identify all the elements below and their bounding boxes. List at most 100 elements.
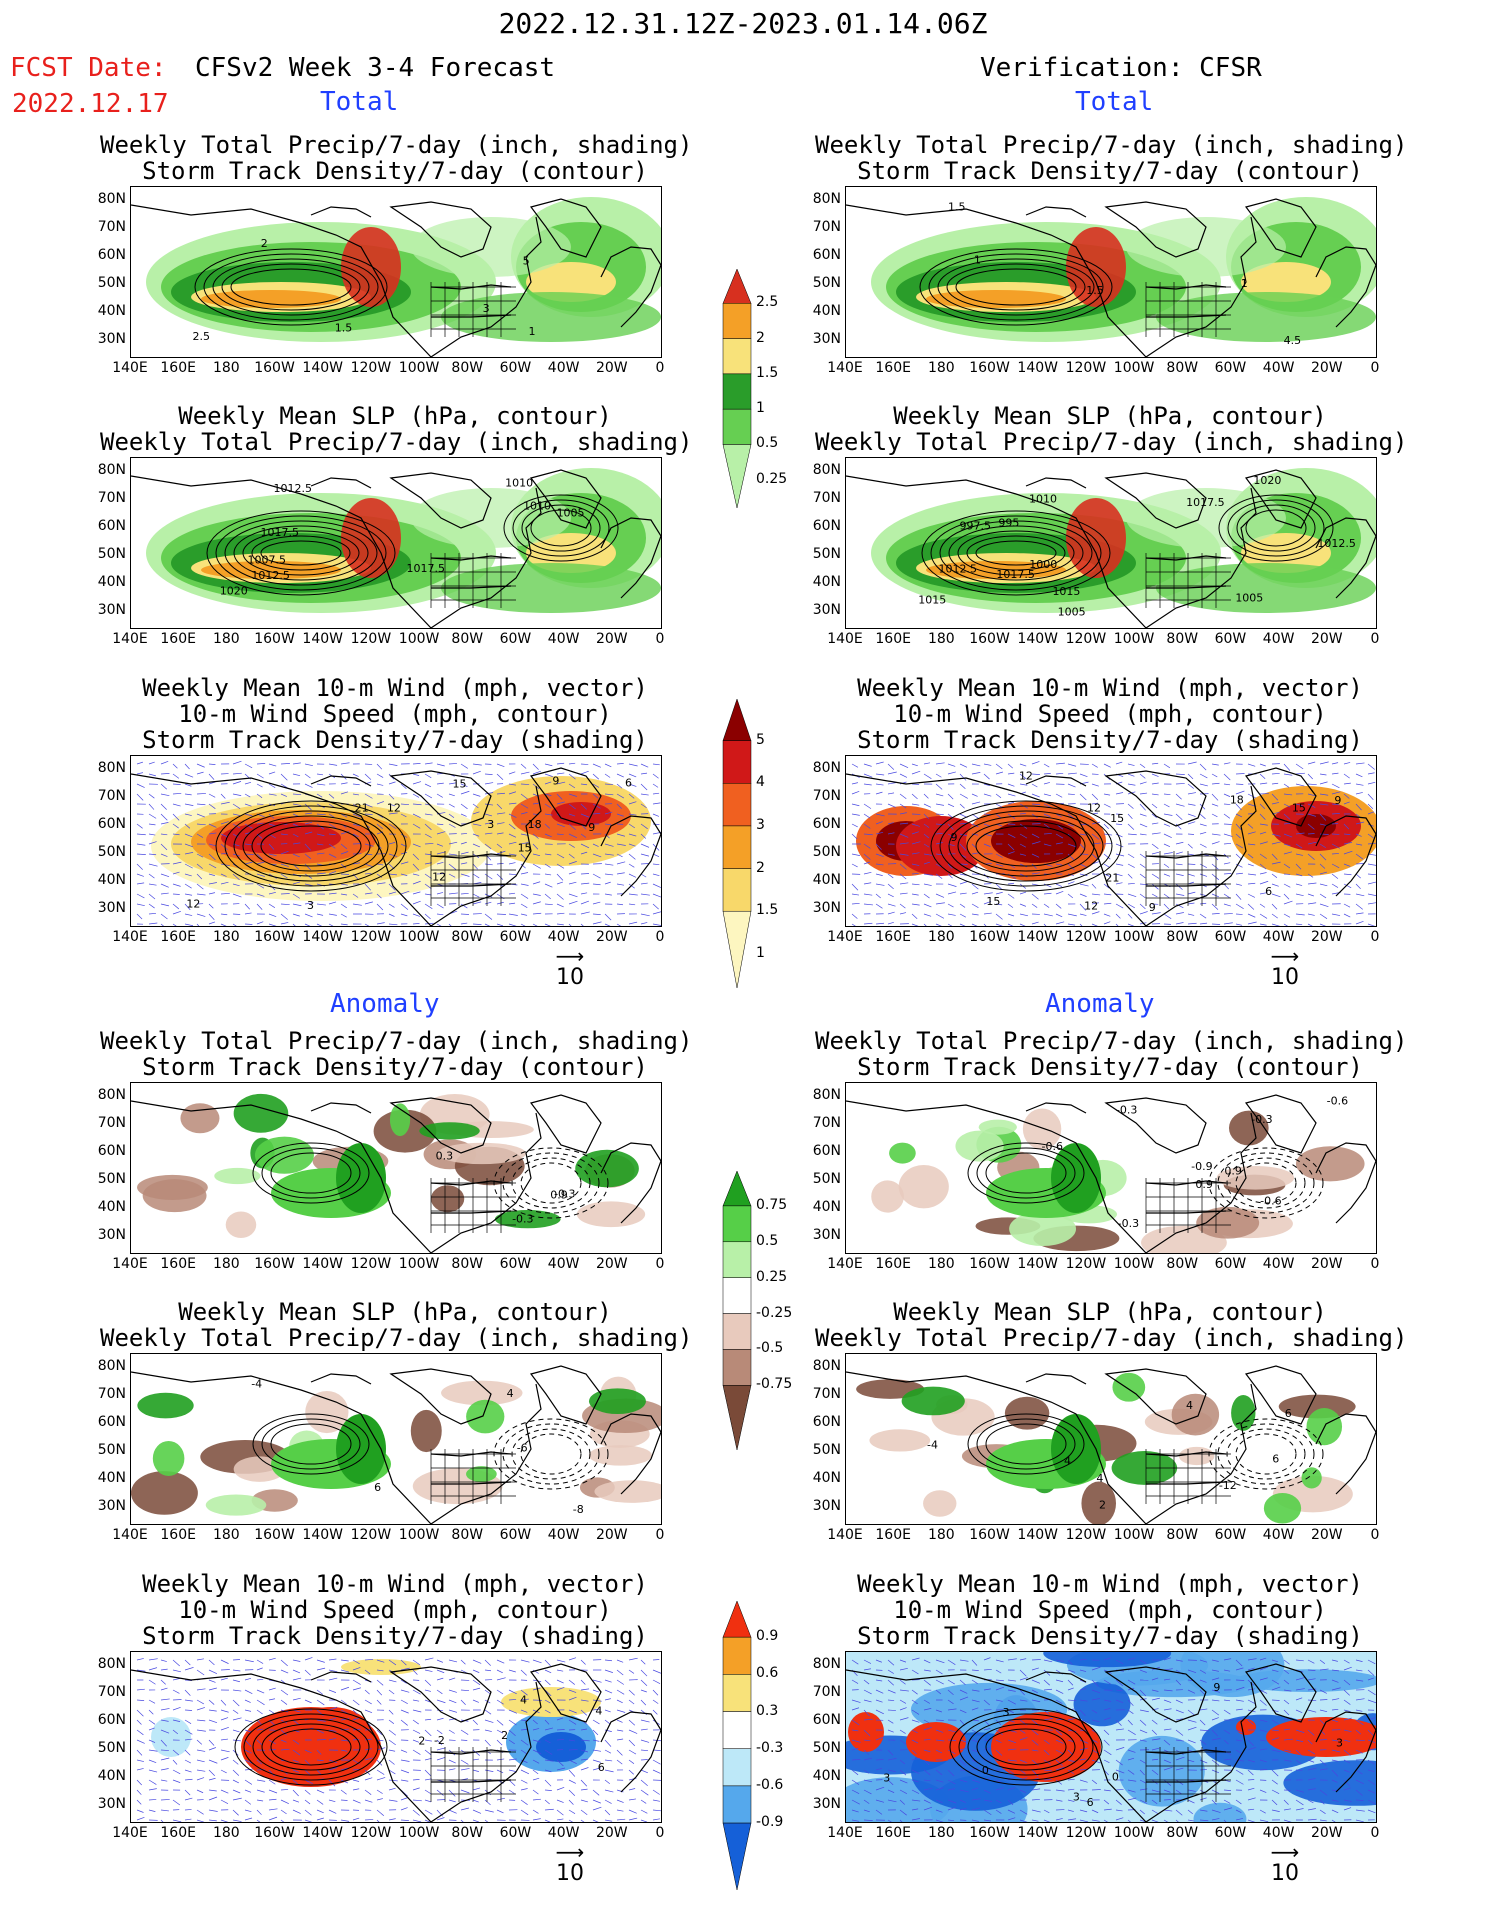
wind-vector	[520, 1709, 528, 1713]
wind-vector	[316, 783, 326, 786]
wind-vector	[136, 1699, 145, 1701]
contour-label: 2	[261, 237, 268, 250]
wind-vector	[899, 1707, 907, 1711]
longitude-tick-label: 100W	[398, 929, 440, 945]
wind-vector	[899, 822, 909, 825]
wind-vector	[1055, 1689, 1064, 1694]
wind-vector	[899, 1729, 906, 1734]
vector-reference-label: 10	[556, 1861, 584, 1886]
wind-vector	[604, 893, 612, 896]
wind-vector	[196, 823, 206, 826]
wind-vector	[424, 1809, 433, 1815]
wind-vector	[1043, 782, 1050, 785]
wind-vector	[640, 823, 648, 830]
longitude-tick-label: 120W	[350, 1527, 392, 1543]
wind-vector	[1055, 1699, 1063, 1704]
wind-vector	[424, 1769, 432, 1777]
coastline	[529, 1365, 602, 1425]
wind-vector	[1019, 773, 1027, 780]
wind-vector	[1367, 881, 1376, 885]
longitude-tick-label: 20W	[595, 1256, 628, 1272]
wind-vector	[1223, 783, 1231, 786]
wind-vector	[1139, 1779, 1147, 1784]
wind-vector	[863, 833, 873, 836]
wind-vector	[160, 892, 169, 895]
wind-vector	[172, 783, 181, 785]
wind-vector	[971, 1699, 980, 1703]
longitude-tick-label: 180	[212, 929, 240, 945]
wind-vector	[424, 903, 433, 909]
colorbar-label: 0.5	[756, 1232, 779, 1249]
anomaly-shade	[575, 1149, 639, 1188]
wind-vector	[1331, 1739, 1339, 1742]
wind-vector	[1307, 1739, 1313, 1745]
coastline	[1025, 477, 1087, 489]
wind-vector	[148, 1739, 156, 1743]
wind-vector	[304, 803, 312, 811]
wind-vector	[1091, 763, 1098, 768]
wind-vector	[400, 1819, 409, 1821]
wind-vector	[268, 853, 277, 857]
wind-vector	[160, 1729, 170, 1734]
wind-vector	[1139, 1719, 1147, 1726]
wind-vector	[1247, 1719, 1254, 1725]
wind-vector	[544, 1719, 550, 1725]
wind-vector	[400, 1779, 409, 1782]
contour-line	[270, 1423, 352, 1465]
wind-vector	[911, 841, 921, 845]
contour-label: 0.9	[1224, 1164, 1242, 1177]
wind-vector	[1139, 1689, 1147, 1697]
latitude-tick-label: 60N	[812, 518, 841, 534]
wind-vector	[1295, 1688, 1305, 1691]
wind-vector	[1283, 763, 1291, 771]
longitude-tick-label: 0	[655, 1825, 665, 1841]
wind-vector	[592, 1679, 602, 1683]
wind-vector	[544, 1679, 551, 1686]
wind-vector	[1007, 1689, 1016, 1692]
wind-vector	[1343, 1807, 1352, 1811]
wind-vector	[995, 883, 1003, 891]
wind-vector	[244, 1809, 252, 1813]
wind-vector	[364, 863, 374, 868]
contour-label: 12	[1019, 770, 1033, 783]
wind-vector	[1019, 1809, 1028, 1815]
wind-vector	[875, 831, 884, 835]
wind-vector	[1091, 1819, 1100, 1822]
wind-vector	[1367, 1799, 1376, 1805]
wind-vector	[448, 793, 455, 797]
anomaly-shade	[955, 1130, 1004, 1162]
wind-vector	[568, 893, 578, 898]
wind-vector	[592, 921, 602, 925]
wind-vector	[256, 893, 265, 897]
wind-vector	[1163, 1699, 1172, 1703]
wind-vector	[388, 1818, 396, 1821]
contour-line	[967, 1142, 1085, 1204]
contour-line	[212, 258, 370, 316]
wind-vector	[640, 1819, 648, 1822]
longitude-tick-label: 180	[212, 1825, 240, 1841]
wind-vector	[184, 843, 193, 848]
wind-vector	[244, 1817, 253, 1821]
wind-vector	[1055, 1818, 1063, 1821]
wind-vector	[1103, 913, 1111, 917]
wind-vector	[1343, 850, 1353, 855]
wind-vector	[340, 762, 350, 765]
wind-vector	[1343, 1749, 1351, 1756]
wind-vector	[863, 783, 872, 786]
wind-vector	[1247, 863, 1254, 867]
wind-vector	[1283, 851, 1293, 855]
wind-vector	[544, 1789, 552, 1792]
wind-vector	[947, 883, 957, 887]
contour-line	[243, 1713, 379, 1781]
wind-vector	[172, 813, 180, 821]
wind-vector	[1019, 1737, 1028, 1741]
longitude-tick-label: 40W	[547, 1825, 580, 1841]
wind-vector	[148, 903, 155, 909]
wind-vector	[935, 1689, 942, 1695]
wind-vector	[1319, 1689, 1327, 1694]
wind-vector	[544, 823, 550, 829]
wind-vector	[1355, 1729, 1362, 1735]
wind-vector	[1007, 801, 1015, 805]
wind-vector	[1271, 802, 1280, 805]
wind-vector	[923, 913, 932, 917]
